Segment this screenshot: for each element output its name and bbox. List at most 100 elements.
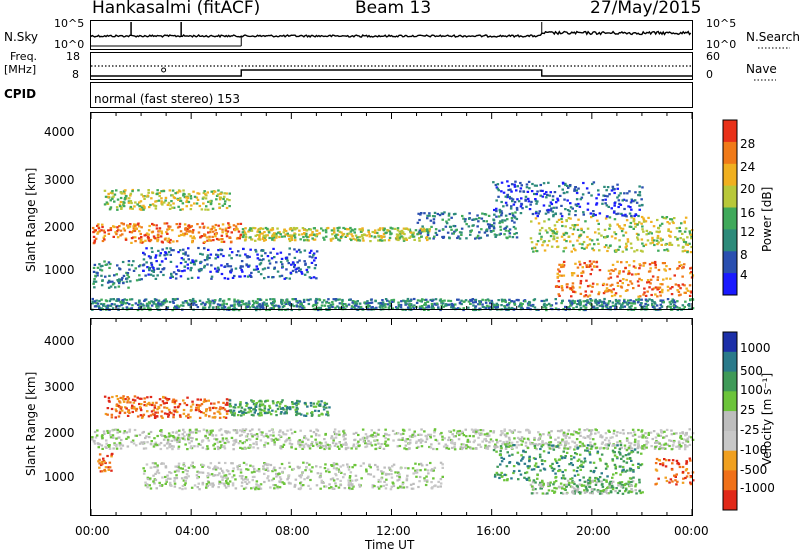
power-cell <box>191 260 195 263</box>
power-cell <box>203 266 206 269</box>
power-cell <box>597 228 600 231</box>
power-cell <box>650 232 653 235</box>
power-cell <box>497 195 500 198</box>
velocity-cell <box>614 446 617 449</box>
power-cell <box>195 202 199 205</box>
power-cell <box>503 305 507 308</box>
velocity-cell <box>611 484 614 487</box>
power-cell <box>657 241 660 244</box>
velocity-cell <box>606 486 609 489</box>
nave-tick-top: 60 <box>706 50 720 63</box>
power-cell <box>621 250 625 253</box>
velocity-cell <box>583 429 586 432</box>
power-cell <box>266 227 269 230</box>
power-cell <box>212 239 215 242</box>
velocity-cell <box>312 405 316 408</box>
velocity-cell <box>244 435 248 438</box>
power-cell <box>386 229 389 232</box>
power-cell <box>577 202 580 206</box>
power-cell <box>216 256 220 259</box>
power-cell <box>331 301 334 304</box>
power-cell <box>655 239 659 242</box>
power-cell <box>202 196 205 199</box>
velocity-cell <box>110 453 113 456</box>
power-cell <box>174 298 177 301</box>
power-cell <box>133 229 137 232</box>
velocity-cell <box>135 409 138 412</box>
power-cell <box>111 190 114 193</box>
velocity-cell <box>246 433 250 436</box>
velocity-cell <box>110 416 114 419</box>
power-cell <box>508 301 511 305</box>
velocity-cell <box>238 429 242 432</box>
velocity-cell <box>288 436 291 440</box>
power-cell <box>613 188 616 191</box>
power-cell <box>238 254 242 257</box>
power-cell <box>109 228 113 232</box>
power-cell <box>296 301 300 304</box>
power-cell <box>115 233 118 236</box>
velocity-cell <box>462 434 466 437</box>
power-cell <box>142 304 145 307</box>
power-cell <box>158 263 162 266</box>
power-cell <box>614 268 617 271</box>
power-cell <box>245 263 248 266</box>
power-cell <box>551 198 555 201</box>
power-cell <box>169 225 172 228</box>
power-cell <box>613 218 617 221</box>
power-cell <box>526 306 529 309</box>
velocity-cell <box>232 448 235 451</box>
power-cell <box>605 287 609 290</box>
power-cell <box>608 216 612 219</box>
power-cell <box>539 189 542 192</box>
velocity-cell <box>585 490 589 493</box>
power-cell <box>108 299 112 303</box>
velocity-cell <box>130 440 133 444</box>
velocity-cell <box>330 437 333 440</box>
velocity-cell <box>269 413 273 416</box>
power-cell <box>295 250 299 253</box>
velocity-cell <box>679 432 682 435</box>
power-cell <box>689 267 692 270</box>
velocity-cell <box>430 443 433 446</box>
beam-title: Beam 13 <box>355 0 432 18</box>
power-cell <box>126 272 130 275</box>
velocity-cell <box>178 403 182 406</box>
velocity-cell <box>459 432 463 435</box>
velocity-cell <box>201 446 205 449</box>
power-cell <box>246 305 249 309</box>
power-cell <box>126 273 129 276</box>
power-cell <box>500 200 503 204</box>
velocity-cell <box>677 441 681 444</box>
power-cell <box>460 231 463 234</box>
power-cell <box>593 265 596 268</box>
velocity-cell <box>376 439 379 442</box>
velocity-cell <box>401 428 405 431</box>
velocity-cell <box>605 446 608 449</box>
power-cell <box>392 298 396 301</box>
power-cell <box>638 263 641 266</box>
power-cell <box>330 229 334 232</box>
velocity-cell <box>516 436 520 439</box>
power-cell <box>200 235 204 238</box>
velocity-cell <box>269 434 272 437</box>
power-cell <box>617 248 620 251</box>
velocity-cell <box>214 434 218 437</box>
velocity-cell <box>563 441 567 444</box>
velocity-cell <box>258 411 262 414</box>
velocity-cell <box>591 489 594 492</box>
velocity-cell <box>256 435 260 438</box>
power-cell <box>288 228 292 231</box>
power-cell <box>122 205 126 208</box>
velocity-cell <box>627 480 630 483</box>
velocity-cell <box>126 445 130 448</box>
power-cell <box>536 200 539 203</box>
power-cell <box>620 230 624 233</box>
velocity-cell <box>325 413 328 416</box>
power-cell <box>672 304 675 307</box>
velocity-cell <box>561 438 564 441</box>
velocity-cell <box>251 428 254 431</box>
velocity-cell <box>527 430 531 433</box>
velocity-cell <box>294 447 298 450</box>
power-cell <box>216 303 220 306</box>
